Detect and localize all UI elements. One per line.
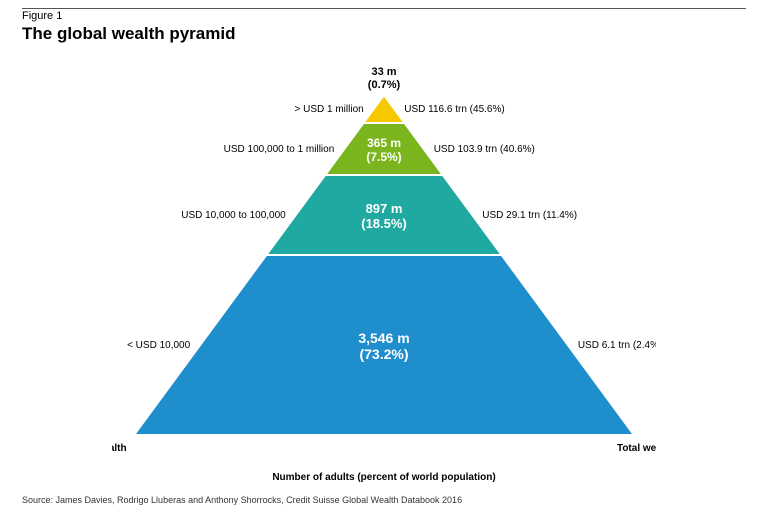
tier1-total-wealth: USD 103.9 trn (40.6%) [434, 144, 535, 155]
tier3-population: 3,546 m [358, 330, 409, 346]
tier2-wealth-range: USD 10,000 to 100,000 [181, 210, 286, 221]
wealth-pyramid-figure: Figure 1 The global wealth pyramid 33 m(… [0, 0, 768, 513]
tier0-percent: (0.7%) [368, 79, 401, 91]
left-axis-label-1: Wealth [112, 443, 127, 454]
tier3-wealth-range: < USD 10,000 [127, 340, 191, 351]
tier3-percent: (73.2%) [359, 346, 408, 362]
figure-title: The global wealth pyramid [22, 24, 235, 44]
figure-label: Figure 1 [22, 10, 62, 22]
pyramid-tier-0 [363, 95, 404, 123]
source-text: Source: James Davies, Rodrigo Lluberas a… [22, 495, 462, 505]
tier0-total-wealth: USD 116.6 trn (45.6%) [404, 104, 504, 115]
tier2-percent: (18.5%) [361, 216, 407, 231]
tier1-wealth-range: USD 100,000 to 1 million [224, 144, 335, 155]
pyramid-container: 33 m(0.7%) 365 m(7.5%) 897 m(18.5%) 3,546 m… [112, 55, 656, 455]
title-rule [22, 8, 746, 9]
bottom-caption: Number of adults (percent of world popul… [0, 472, 768, 483]
tier1-percent: (7.5%) [366, 150, 401, 164]
tier0-population: 33 m [371, 66, 396, 78]
tier2-population: 897 m [366, 201, 403, 216]
right-axis-label-1: Total wealth [617, 443, 656, 454]
tier2-total-wealth: USD 29.1 trn (11.4%) [482, 210, 577, 221]
tier0-wealth-range: > USD 1 million [295, 104, 364, 115]
pyramid-svg: 33 m(0.7%) 365 m(7.5%) 897 m(18.5%) 3,546 m… [112, 55, 656, 455]
tier3-total-wealth: USD 6.1 trn (2.4%) [578, 340, 656, 351]
tier1-population: 365 m [367, 136, 401, 150]
